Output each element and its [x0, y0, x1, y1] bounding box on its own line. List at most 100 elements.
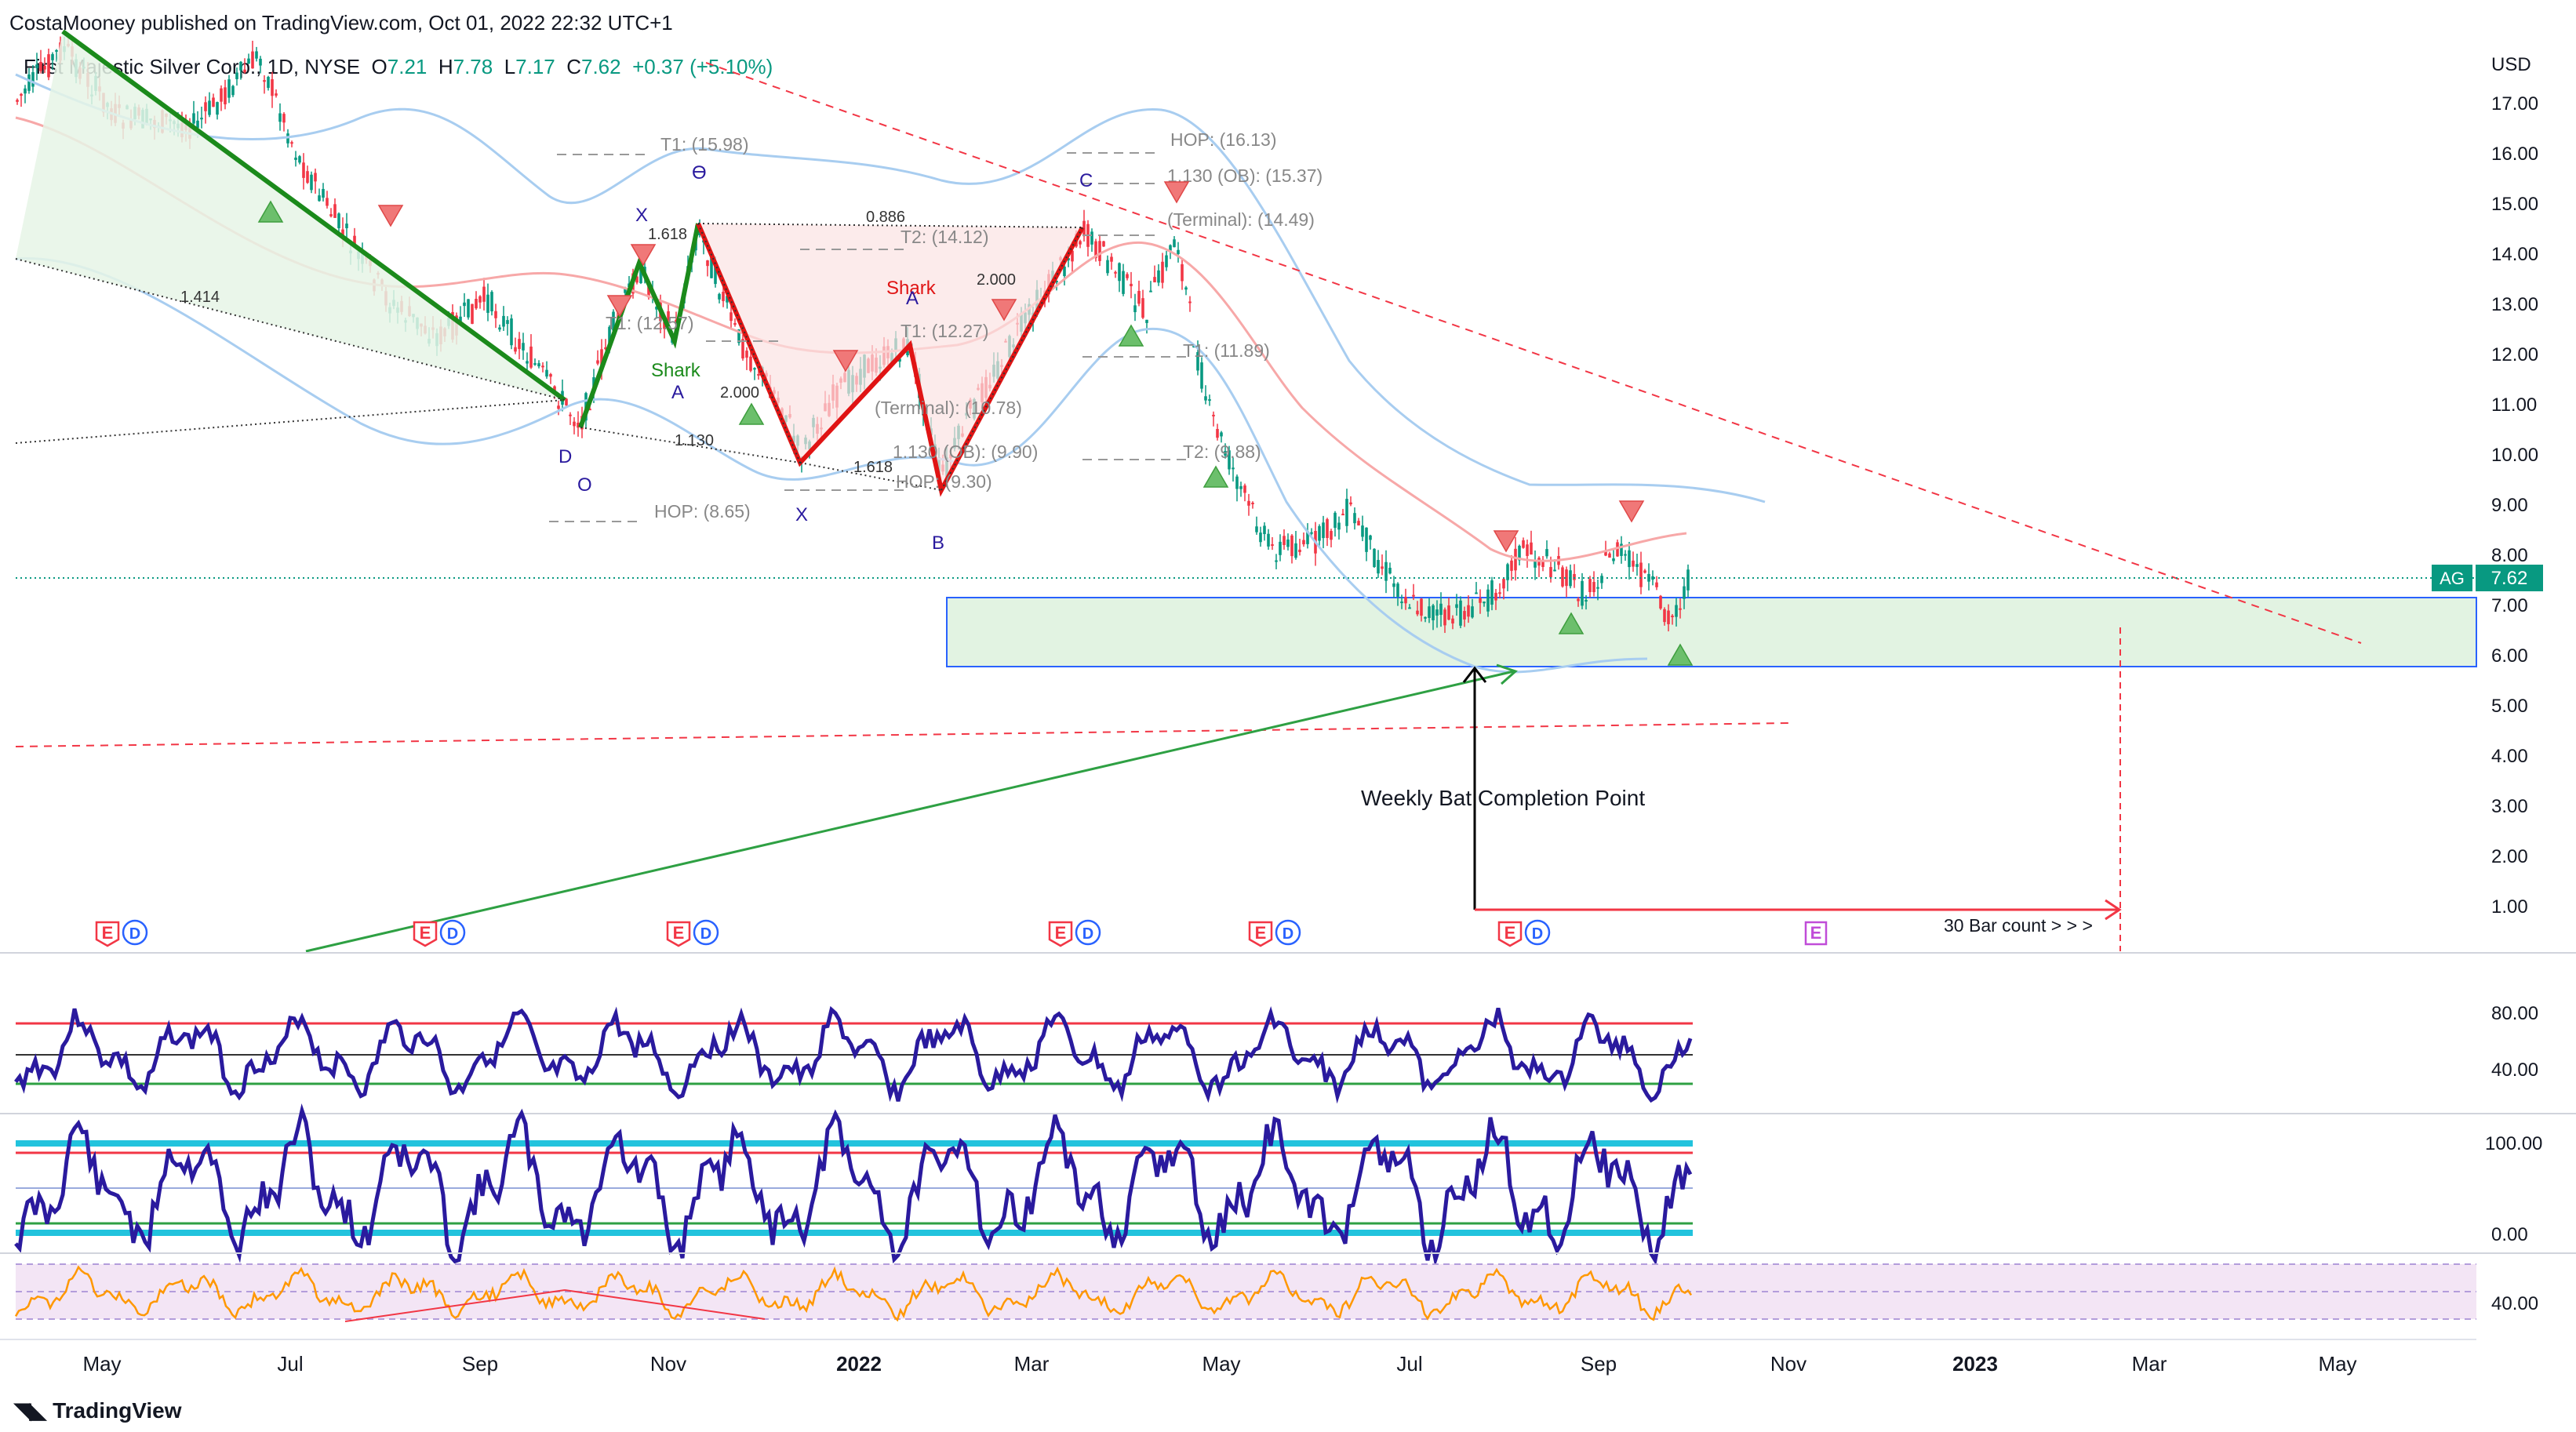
dotted-line-2000b: [697, 223, 801, 463]
svg-text:E: E: [1504, 923, 1516, 943]
close-label: C: [566, 55, 581, 78]
svg-text:E: E: [102, 923, 114, 943]
third-tick-40: 40.00: [2491, 1293, 2538, 1314]
last-price-badge: [2476, 565, 2543, 591]
symbol-legend: First Majestic Silver Corp., 1D, NYSE O7…: [24, 55, 773, 79]
ticker-badge: [2432, 565, 2472, 591]
ratio-0886: 0.886: [866, 209, 905, 226]
label-t1-12-57: T1: (12.57): [606, 313, 694, 333]
price-tick: 8.00: [2491, 545, 2528, 566]
open-value: 7.21: [387, 55, 428, 78]
high-label: H: [438, 55, 453, 78]
time-tick: Nov: [1770, 1352, 1806, 1376]
time-tick: 2023: [1952, 1352, 1998, 1376]
svg-text:D: D: [1082, 925, 1093, 943]
rsi-tick-40: 40.00: [2491, 1059, 2538, 1081]
time-tick: Mar: [2132, 1352, 2167, 1376]
price-tick: 12.00: [2491, 344, 2538, 365]
third-pane: [14, 1263, 2476, 1322]
price-tick: 10.00: [2491, 445, 2538, 466]
price-tick: 15.00: [2491, 194, 2538, 215]
green-arrow-head: [1496, 663, 1518, 685]
svg-text:E: E: [420, 923, 431, 943]
point-o: O: [577, 474, 592, 496]
stoch-tick-100: 100.00: [2485, 1133, 2542, 1154]
green-ascending-line: [305, 670, 1515, 953]
upper-band-blue: [15, 73, 1766, 503]
svg-text:D: D: [129, 925, 140, 943]
time-axis: May Jul Sep Nov 2022 Mar May Jul Sep Nov 2023 Mar Ma…: [82, 1352, 2356, 1376]
dotted-line-lower: [15, 399, 566, 444]
weekly-bat-arrow-head: [1462, 666, 1487, 683]
time-tick: Jul: [277, 1352, 303, 1376]
time-tick: Sep: [1581, 1352, 1617, 1376]
green-pattern-legs: [578, 223, 700, 429]
tradingview-logo-icon: ◥◣: [14, 1398, 46, 1423]
change-value: +0.37 (+5.10%): [632, 55, 773, 78]
point-theta: ϴ: [692, 162, 707, 184]
svg-text:E: E: [673, 923, 685, 943]
label-terminal-10-78: (Terminal): (10.78): [875, 398, 1022, 418]
label-hop-16-13: HOP: (16.13): [1170, 129, 1277, 150]
dotted-line-1618: [799, 462, 942, 491]
time-tick: Nov: [650, 1352, 686, 1376]
dotted-line-1414: [15, 258, 566, 401]
open-label: O: [371, 55, 387, 78]
high-value: 7.78: [453, 55, 493, 78]
rsi-tick-80: 80.00: [2491, 1003, 2538, 1024]
footer-brand-text: TradingView: [53, 1397, 182, 1423]
label-ob-9-90: 1.130 (OB): (9.90): [893, 442, 1038, 462]
ratio-2000b: 2.000: [720, 384, 759, 402]
price-tick: 3.00: [2491, 796, 2528, 817]
ticker-badge-text: AG: [2440, 569, 2465, 588]
point-x2: X: [795, 504, 808, 525]
bar-count-arrow-head: [2105, 899, 2122, 921]
support-zone: [946, 597, 2477, 667]
footer-brand[interactable]: ◥◣ TradingView: [14, 1397, 182, 1423]
price-tick: 6.00: [2491, 645, 2528, 667]
dotted-line-0886: [697, 223, 1083, 228]
time-tick: May: [82, 1352, 121, 1376]
green-trend-line: [61, 29, 566, 402]
point-d: D: [558, 446, 572, 467]
price-tick: 5.00: [2491, 696, 2528, 717]
label-t1-15-98: T1: (15.98): [660, 134, 749, 154]
signal-markers: [257, 181, 1694, 666]
label-terminal-14-49: (Terminal): (14.49): [1167, 209, 1315, 230]
svg-text:E: E: [1810, 923, 1822, 943]
svg-text:D: D: [447, 925, 458, 943]
price-tick: 4.00: [2491, 746, 2528, 767]
rsi-pane: [14, 1005, 1693, 1104]
svg-text:D: D: [1283, 925, 1293, 943]
label-hop-8-65: HOP: (8.65): [654, 501, 751, 522]
price-tick: 11.00: [2491, 394, 2537, 416]
price-tick: 1.00: [2491, 896, 2528, 918]
red-pattern-fill: [698, 224, 1082, 490]
svg-text:E: E: [1255, 923, 1267, 943]
label-t2-14-12: T2: (14.12): [901, 227, 989, 247]
publish-line: CostaMooney published on TradingView.com…: [9, 11, 673, 35]
price-tick: 2.00: [2491, 846, 2528, 867]
low-value: 7.17: [515, 55, 555, 78]
ratio-1618a: 1.618: [648, 226, 687, 243]
ratio-1414: 1.414: [180, 289, 220, 306]
time-tick: May: [1202, 1352, 1240, 1376]
ratio-2000a: 2.000: [977, 271, 1016, 289]
target-level-lines: [549, 152, 1192, 522]
label-t2-9-88: T2: (9.88): [1183, 442, 1261, 462]
price-tick: 17.00: [2491, 93, 2538, 114]
stoch-tick-0: 0.00: [2491, 1224, 2528, 1245]
ratio-1618b: 1.618: [853, 459, 893, 476]
shark-label-green: Shark: [651, 360, 701, 381]
low-label: L: [504, 55, 516, 78]
label-t1-11-89: T1: (11.89): [1183, 340, 1270, 361]
weekly-bat-label: Weekly Bat Completion Point: [1361, 786, 1645, 810]
svg-text:D: D: [1532, 925, 1543, 943]
shark-label-red: Shark: [886, 278, 937, 299]
point-b: B: [932, 532, 944, 554]
time-tick: May: [2318, 1352, 2356, 1376]
time-tick: Mar: [1014, 1352, 1050, 1376]
point-c: C: [1079, 170, 1093, 191]
